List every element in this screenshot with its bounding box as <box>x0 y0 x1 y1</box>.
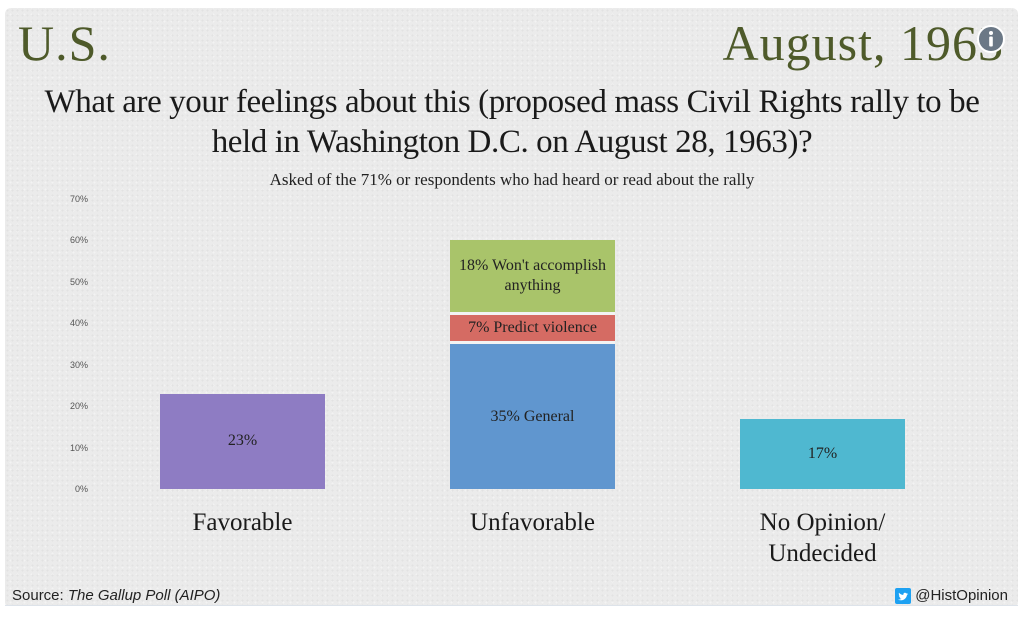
data-label: 35% General <box>490 407 575 425</box>
y-tick-label: 50% <box>69 276 88 287</box>
category-label: Favorable <box>192 509 293 536</box>
y-tick-label: 70% <box>69 194 88 204</box>
bar-segment: 17% <box>740 418 905 489</box>
twitter-handle[interactable]: @HistOpinion <box>895 587 1008 604</box>
bar-segment: 35% General <box>450 344 615 489</box>
y-tick-label: 0% <box>74 484 88 494</box>
data-label: 18% Won't accomplish anything <box>458 257 607 295</box>
data-label: 7% Predict violence <box>468 319 597 336</box>
data-label: 17% <box>807 444 838 462</box>
twitter-icon <box>895 587 912 604</box>
chart-title: What are your feelings about this (propo… <box>44 84 980 160</box>
bottom-strip <box>5 605 1018 624</box>
y-tick-label: 10% <box>69 442 88 453</box>
y-tick-label: 30% <box>69 359 88 370</box>
y-tick-label: 60% <box>69 235 88 246</box>
y-tick-label: 20% <box>69 401 88 412</box>
bar-segment: 23% <box>160 393 325 489</box>
bar-segment: 18% Won't accomplish anything <box>450 240 615 315</box>
source-name: The Gallup Poll (AIPO) <box>67 587 221 604</box>
chart-subtitle: Asked of the 71% or respondents who had … <box>269 170 755 189</box>
heading-block: What are your feelings about this (propo… <box>0 82 1024 190</box>
y-tick-label: 40% <box>69 318 88 329</box>
info-icon[interactable] <box>976 24 1006 54</box>
region-label: U.S. <box>18 15 111 71</box>
category-label: No Opinion/ Undecided <box>759 509 886 567</box>
source-prefix: Source: <box>12 587 68 604</box>
bar-segment: 7% Predict violence <box>450 315 615 344</box>
handle-text: @HistOpinion <box>915 587 1008 604</box>
date-label: August, 1963 <box>722 15 1004 71</box>
category-label: Unfavorable <box>470 509 595 536</box>
source-note: Source: The Gallup Poll (AIPO) <box>12 587 220 604</box>
data-label: 23% <box>227 432 258 450</box>
